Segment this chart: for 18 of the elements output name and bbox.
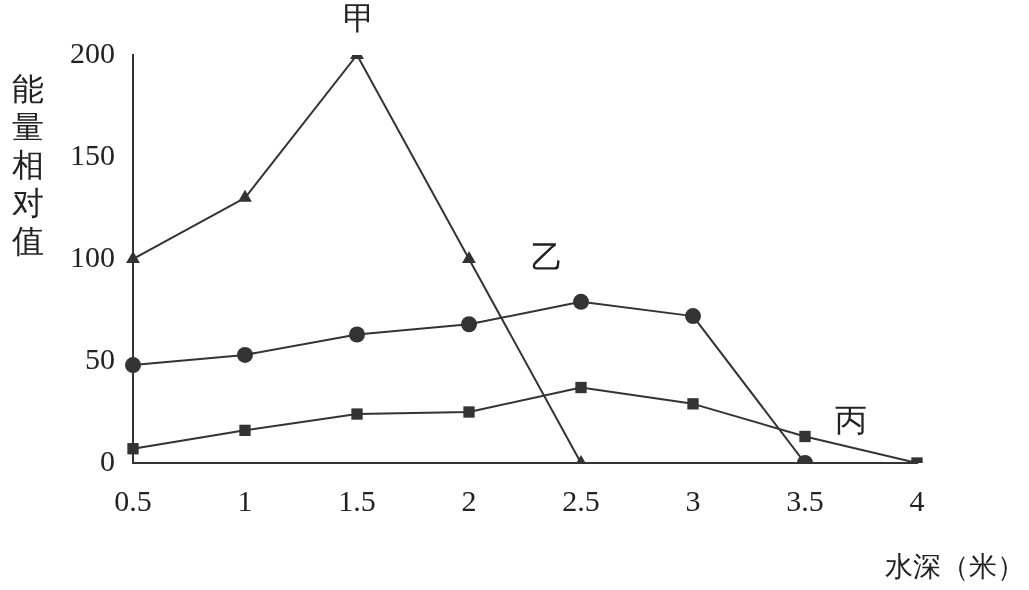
x-tick-label: 2.5 xyxy=(562,483,600,517)
y-tick-label: 0 xyxy=(100,443,115,477)
x-tick-label: 1.5 xyxy=(338,483,376,517)
y-tick-label: 200 xyxy=(70,35,115,69)
x-axis-title: 水深（米） xyxy=(885,549,1025,585)
x-tick-label: 4 xyxy=(909,483,925,517)
x-tick-label: 3 xyxy=(685,483,701,517)
y-tick-label: 100 xyxy=(70,239,115,273)
y-tick-label: 150 xyxy=(70,137,115,171)
y-axis-title: 能量相对值 xyxy=(11,70,45,260)
series-label: 丙 xyxy=(835,400,867,439)
x-tick-label: 1 xyxy=(237,483,253,517)
series-label: 乙 xyxy=(531,238,563,277)
x-tick-label: 3.5 xyxy=(786,483,824,517)
x-tick-label: 0.5 xyxy=(114,483,152,517)
y-tick-label: 50 xyxy=(85,341,115,375)
x-tick-label: 2 xyxy=(461,483,477,517)
series-label: 甲 xyxy=(343,0,375,38)
